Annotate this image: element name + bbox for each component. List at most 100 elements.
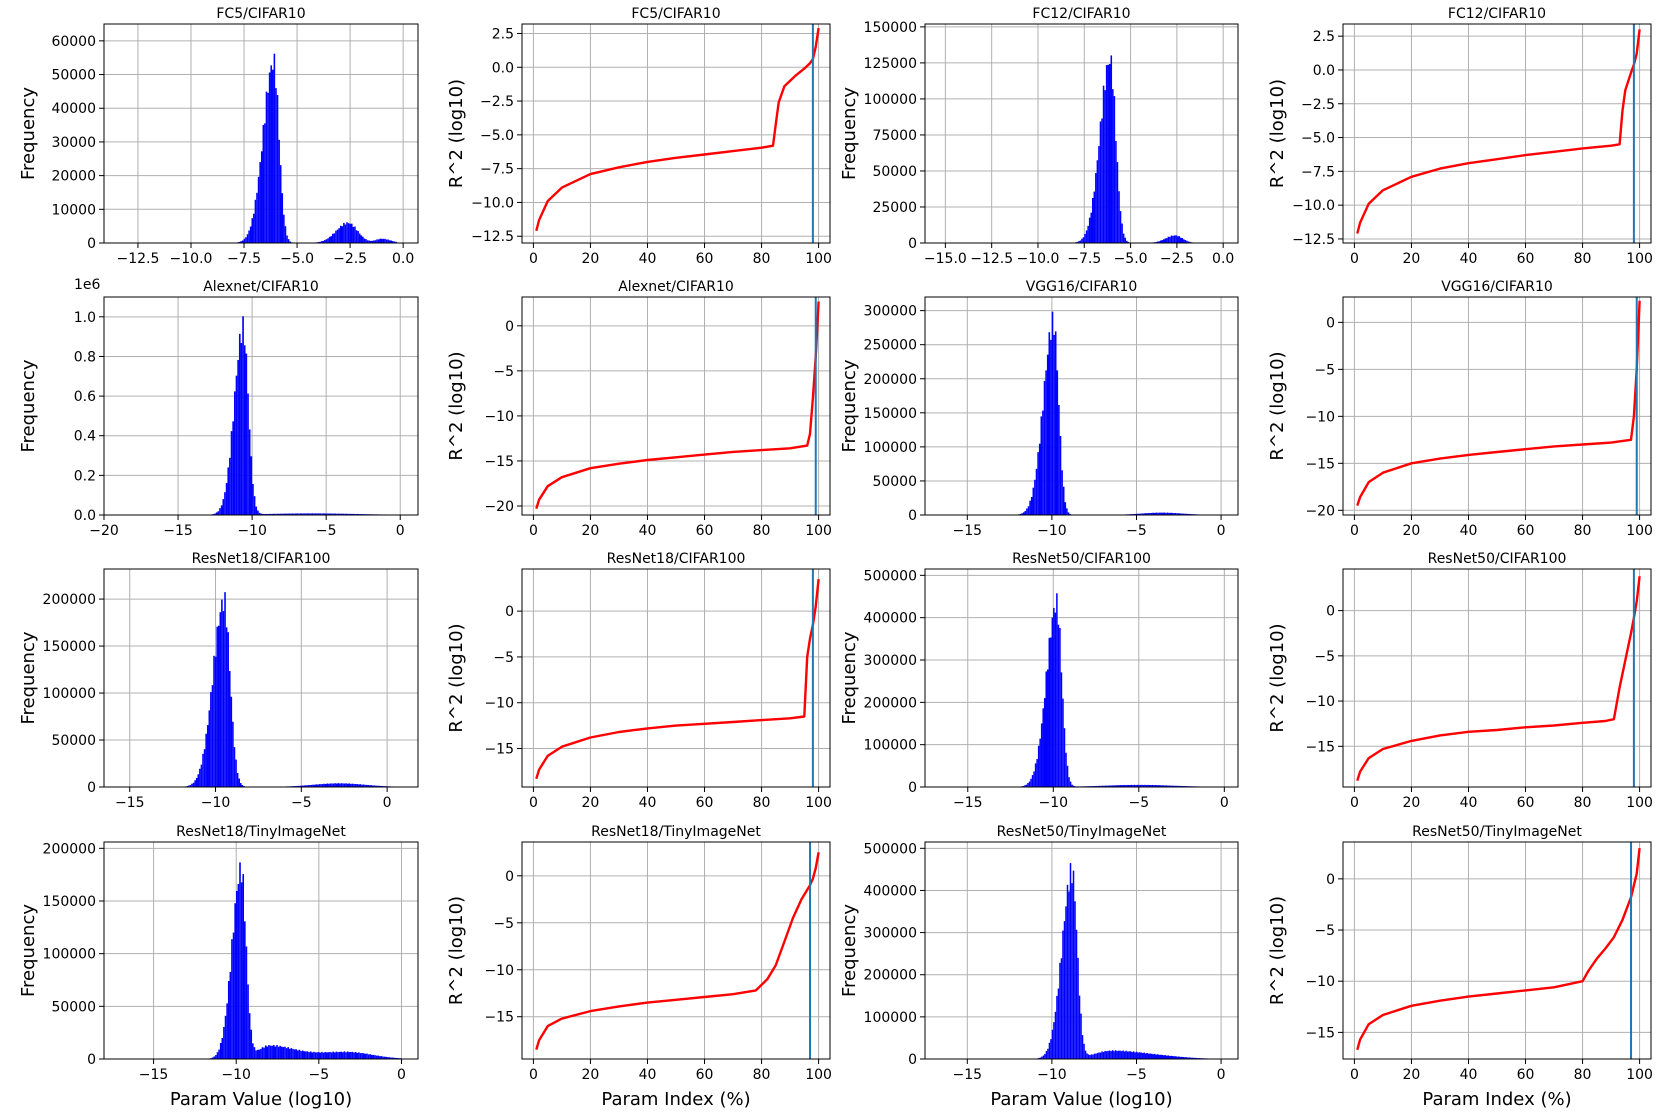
histogram-bar [1140,1052,1142,1059]
histogram-bar [250,456,253,515]
x-tick-label: 40 [1460,795,1478,811]
histogram-bar [1168,512,1170,515]
histogram-bar [1155,1054,1157,1059]
x-tick-label: 100 [805,523,832,539]
histogram-bar [1054,331,1057,515]
histogram-bar [308,513,310,515]
histogram-bar [354,226,356,243]
histogram-bar [319,241,321,243]
histogram-bar [219,508,221,515]
histogram-bar [1194,1057,1197,1059]
histogram-bar [1190,1057,1192,1059]
histogram-bar [1115,785,1117,787]
histogram-bar [321,1051,323,1059]
histogram-bar [337,783,340,787]
histogram-bar [387,239,389,243]
histogram-bar [1089,1055,1091,1059]
x-tick-label: −10 [201,795,231,811]
y-tick-label: 500000 [864,568,917,584]
histogram-bar [1102,1052,1105,1059]
histogram-bar [1087,225,1089,243]
histogram-bar [329,1051,331,1059]
histogram-bar [1079,240,1082,243]
histogram-bar [357,513,360,515]
histogram-bar [215,1055,217,1059]
histogram-bar [1176,236,1179,243]
histogram-bar [214,656,217,787]
x-tick-label: 80 [753,523,771,539]
histogram-bar [1136,784,1139,787]
r2-curve [535,852,820,1050]
x-tick-label: 20 [1403,795,1421,811]
y-axis-label: Frequency [839,631,860,724]
histogram-bar [213,1056,216,1059]
histogram-bar [230,431,233,515]
y-tick-label: 400000 [864,611,917,627]
histogram-bar [234,903,236,1059]
histogram-bar [1123,784,1125,787]
histogram-bar [241,240,244,243]
y-tick-label: −10.0 [1292,198,1335,214]
histogram-bar [222,499,225,515]
histogram-bar [356,783,358,787]
histogram-bar [349,223,351,243]
histogram-bar [319,513,322,515]
histogram-bar [274,1046,277,1059]
histogram-bar [1114,1050,1117,1059]
histogram-bar [338,1051,341,1059]
histogram-bar [1136,513,1138,515]
x-tick-label: 100 [805,251,832,267]
histogram-bar [1172,235,1174,243]
x-tick-label: −15 [953,795,983,811]
histogram-bar [1024,785,1026,787]
histogram-bar [1094,785,1096,787]
histogram-bar [331,513,333,515]
histogram-bar [221,1037,224,1059]
histogram-bar [1131,1051,1133,1059]
histogram-bar [362,784,365,787]
histogram-bar [1185,1057,1188,1059]
axes-frame [521,841,831,1060]
x-tick-label: 80 [1574,1067,1592,1083]
histogram-bar [1060,672,1063,787]
histogram-bar [232,421,235,515]
y-tick-label: 400000 [864,883,917,899]
histogram-bar [248,1013,251,1059]
histogram-bar [348,1052,351,1059]
subplot-5: −20 −15 −10 −5 0 0.0 0.2 0.4 0.6 0.8 1.0 Alexnet/CI… [18,277,419,539]
histogram-bar [245,946,248,1059]
histogram-bar [1157,785,1160,787]
histogram-bar [1059,436,1062,515]
axes-frame [1342,23,1652,244]
histogram-bar [1064,502,1067,515]
x-tick-label: −10.0 [1017,251,1060,267]
x-tick-label: −10 [1037,523,1067,539]
histogram-bar [385,239,388,243]
y-tick-label: 0 [505,604,514,620]
histogram-bar [1074,901,1076,1059]
y-tick-label: 0.0 [1313,63,1335,79]
histogram-bar [1161,240,1163,243]
histogram-bar [327,513,330,515]
histogram-bar [396,1057,399,1059]
histogram-bar [1153,785,1155,787]
histogram-bar [1145,785,1148,787]
histogram-bar [1092,1054,1094,1059]
r2-curve [1356,847,1641,1051]
subplot-title: ResNet50/CIFAR100 [1428,551,1567,567]
histogram-bar [1101,785,1104,787]
histogram-bar [1121,223,1123,243]
histogram-bar [345,783,347,787]
histogram-bar [1026,508,1028,515]
histogram-bar [260,151,263,243]
x-tick-label: 0 [529,523,538,539]
histogram-bar [200,764,203,787]
histogram-bar [1095,1053,1097,1059]
subplot-16: 0 20 40 60 80 100 −15 −10 −5 0 ResNet50/TinyImageN… [1267,824,1653,1110]
histogram-bar [1080,1013,1082,1059]
histogram-bar [245,237,247,243]
histogram-bar [353,1052,355,1059]
y-tick-label: 300000 [864,653,917,669]
histogram-bar [241,785,244,787]
histogram-bar [235,890,238,1059]
